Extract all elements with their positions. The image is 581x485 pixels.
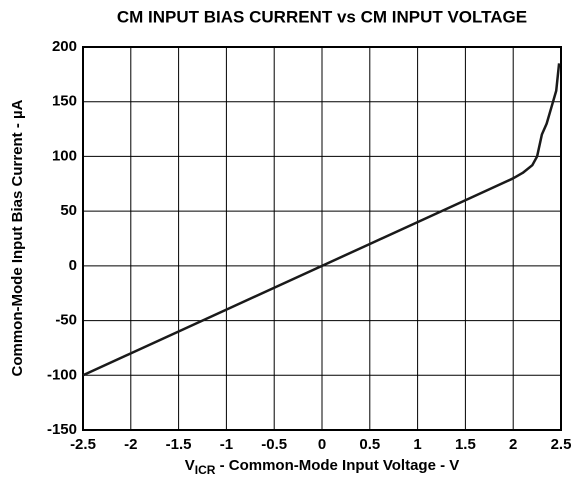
x-tick-label: 1 bbox=[413, 436, 421, 453]
x-tick-label: -1 bbox=[220, 436, 233, 453]
x-label-sub: ICR bbox=[195, 463, 216, 477]
x-tick-label: -2 bbox=[124, 436, 137, 453]
x-tick-label: -2.5 bbox=[70, 436, 96, 453]
y-tick-label: 200 bbox=[52, 38, 77, 55]
x-label-rest: - Common-Mode Input Voltage - V bbox=[215, 457, 459, 474]
x-tick-label: 0.5 bbox=[359, 436, 380, 453]
x-tick-label: -0.5 bbox=[261, 436, 287, 453]
y-tick-label: 50 bbox=[60, 202, 77, 219]
plot-frame bbox=[82, 46, 562, 431]
x-tick-label: -1.5 bbox=[166, 436, 192, 453]
y-tick-label: 100 bbox=[52, 147, 77, 164]
data-line bbox=[82, 63, 561, 377]
x-tick-label: 0 bbox=[318, 436, 326, 453]
y-tick-label: -100 bbox=[47, 366, 77, 383]
x-tick-label: 2.5 bbox=[551, 436, 572, 453]
y-tick-label: 150 bbox=[52, 93, 77, 110]
y-tick-label: -150 bbox=[47, 421, 77, 438]
y-axis-label: Common-Mode Input Bias Current - µA bbox=[9, 99, 26, 376]
x-tick-label: 1.5 bbox=[455, 436, 476, 453]
x-axis-label: VICR - Common-Mode Input Voltage - V bbox=[185, 457, 460, 477]
x-label-main: V bbox=[185, 457, 195, 474]
x-tick-label: 2 bbox=[509, 436, 517, 453]
y-tick-label: -50 bbox=[55, 312, 77, 329]
y-tick-label: 0 bbox=[69, 257, 77, 274]
chart-title: CM INPUT BIAS CURRENT vs CM INPUT VOLTAG… bbox=[117, 7, 527, 26]
